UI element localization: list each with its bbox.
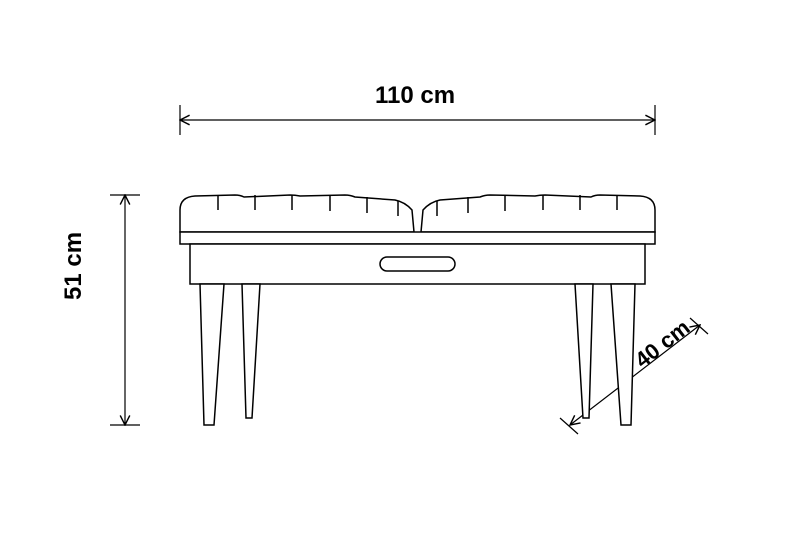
bench-outline <box>180 195 655 425</box>
height-dimension <box>110 195 140 425</box>
diagram-canvas: 110 cm 51 cm 40 cm <box>0 0 800 533</box>
height-label: 51 cm <box>60 232 88 300</box>
bench-drawing <box>0 0 800 533</box>
width-label: 110 cm <box>375 82 455 110</box>
